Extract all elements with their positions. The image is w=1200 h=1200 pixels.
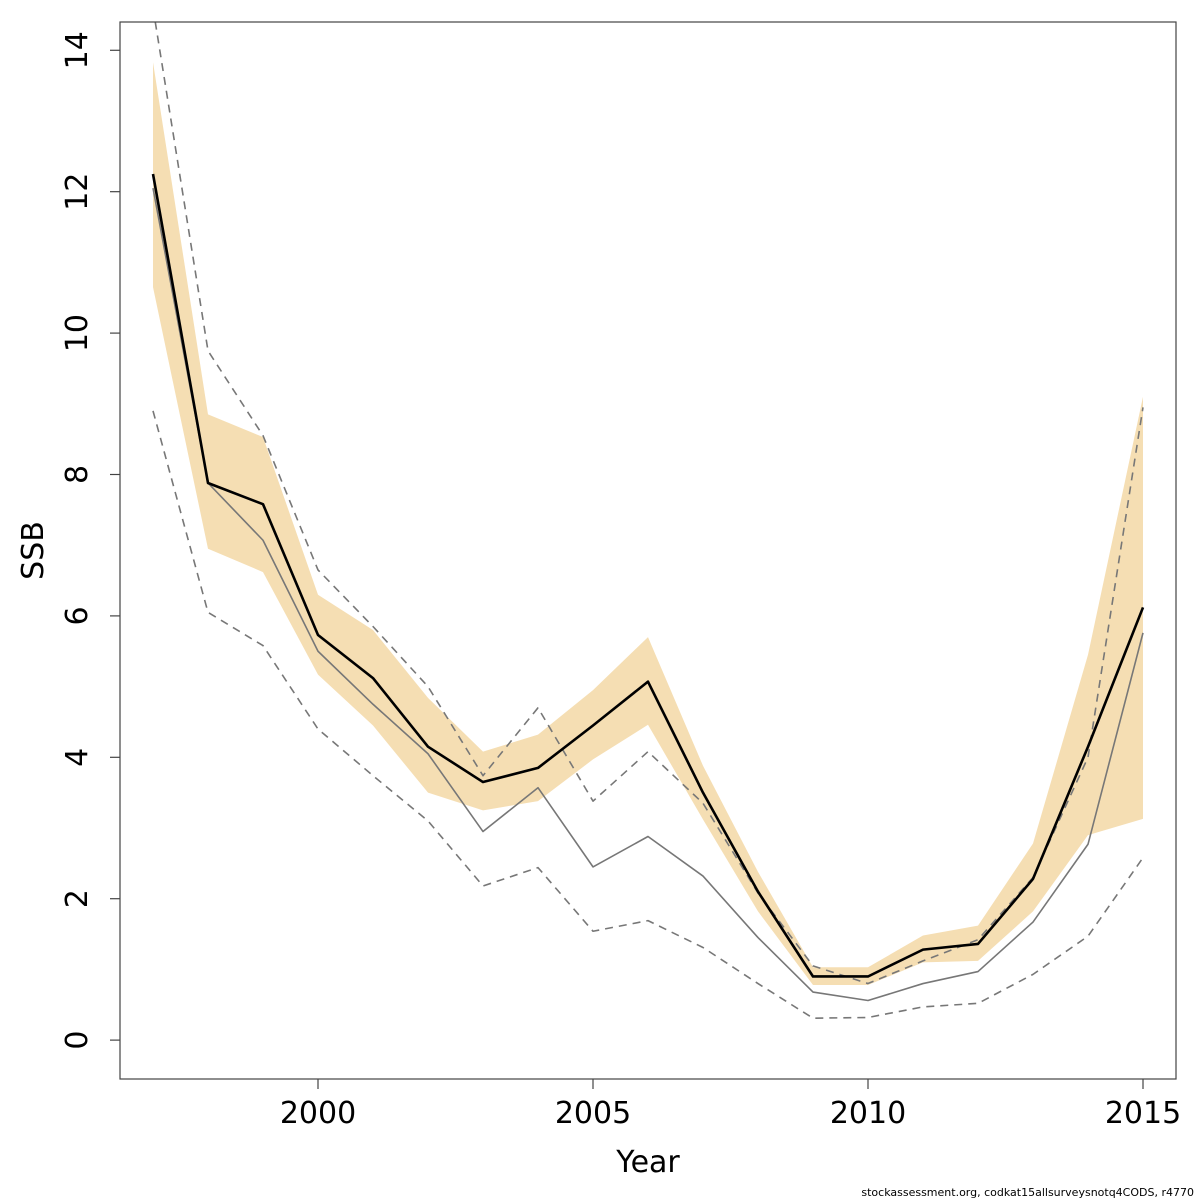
y-tick-label: 4: [60, 748, 95, 767]
retrospective-line: [152, 188, 1144, 1002]
confidence-band: [153, 62, 1143, 985]
x-tick-label: 2005: [555, 1096, 631, 1131]
x-axis-title: Year: [615, 1145, 680, 1180]
y-tick-label: 2: [60, 889, 95, 908]
y-tick-label: 0: [60, 1031, 95, 1050]
y-tick-label: 14: [60, 31, 95, 69]
x-tick-label: 2015: [1105, 1096, 1181, 1131]
y-tick-label: 12: [60, 173, 95, 211]
x-axis: 2000 2005 2010 2015: [280, 1079, 1181, 1131]
y-tick-label: 10: [60, 314, 95, 352]
y-tick-label: 6: [60, 606, 95, 625]
y-axis-title: SSB: [16, 521, 51, 580]
ssb-estimate-line: [151, 173, 1145, 978]
footnote: stockassessment.org, codkat15allsurveysn…: [861, 1186, 1194, 1199]
y-axis: 0 2 4 6 8 10 12 14: [60, 31, 120, 1050]
series-layer: [151, 22, 1145, 1019]
confidence-band-layer: [153, 62, 1143, 985]
x-tick-label: 2000: [280, 1096, 356, 1131]
y-tick-label: 8: [60, 465, 95, 484]
plot-frame: [119, 21, 1177, 1080]
x-tick-label: 2010: [830, 1096, 906, 1131]
upper-dashed-line: [154, 22, 1144, 985]
lower-dashed-line: [152, 410, 1144, 1019]
